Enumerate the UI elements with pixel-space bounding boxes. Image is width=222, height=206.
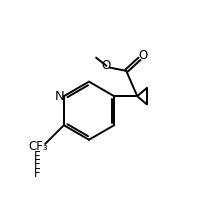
Text: F: F	[34, 167, 41, 180]
Text: N: N	[55, 90, 65, 103]
Text: O: O	[139, 49, 148, 62]
Text: F: F	[34, 158, 41, 171]
Text: CF₃: CF₃	[28, 140, 48, 153]
Text: O: O	[101, 59, 110, 72]
Text: F: F	[34, 150, 41, 163]
